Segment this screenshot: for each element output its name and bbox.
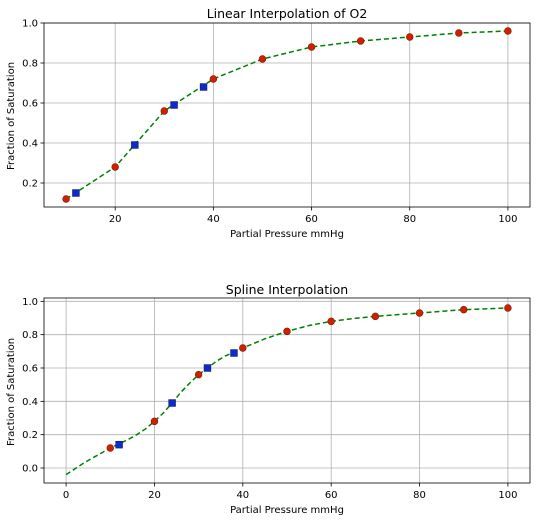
data-point — [406, 33, 414, 41]
x-axis-label: Partial Pressure mmHg — [230, 505, 344, 516]
interpolated-point — [203, 364, 212, 372]
data-point — [455, 29, 463, 37]
data-point — [106, 444, 114, 452]
data-point — [327, 317, 335, 326]
data-point — [258, 55, 267, 63]
data-point — [150, 417, 159, 426]
y-tick-label: 0.8 — [22, 59, 38, 70]
data-point — [239, 344, 247, 352]
x-axis-label: Partial Pressure mmHg — [230, 229, 344, 240]
y-tick-label: 0.2 — [22, 430, 38, 441]
y-axis-label: Fraction of Saturation — [6, 338, 17, 446]
interpolated-point — [230, 349, 238, 357]
interpolated-point — [72, 189, 80, 197]
data-point — [283, 327, 291, 336]
x-tick-label: 80 — [413, 490, 426, 501]
data-point — [307, 43, 316, 51]
y-axis-label: Fraction of Saturation — [6, 62, 17, 170]
interpolated-point — [115, 440, 123, 449]
axes-frame — [43, 297, 531, 484]
chart-linear-interpolation: Linear Interpolation of O2 Partial Press… — [6, 6, 531, 240]
axes-frame — [43, 22, 531, 208]
y-tick-label: 0.8 — [22, 330, 38, 341]
y-tick-label: 0.0 — [22, 464, 38, 475]
interpolated-point — [131, 141, 139, 149]
data-point — [504, 27, 512, 35]
data-point — [62, 195, 70, 203]
x-tick-label: 40 — [236, 490, 249, 501]
data-point — [160, 107, 168, 115]
interpolated-point — [168, 399, 176, 407]
y-tick-label: 1.0 — [22, 297, 38, 308]
x-tick-label: 100 — [498, 490, 517, 501]
data-point — [371, 312, 380, 321]
x-tick-label: 20 — [109, 214, 122, 225]
y-tick-label: 0.4 — [22, 397, 38, 408]
data-point — [209, 75, 218, 83]
x-tick-label: 80 — [403, 214, 416, 225]
data-point — [194, 370, 203, 379]
x-tick-label: 0 — [63, 490, 69, 501]
chart-title: Spline Interpolation — [226, 282, 348, 297]
chart-title: Linear Interpolation of O2 — [207, 6, 368, 21]
data-point — [460, 305, 468, 314]
interpolated-point — [199, 83, 208, 91]
interpolation-curve — [65, 30, 508, 200]
data-point — [504, 304, 512, 312]
data-point — [111, 163, 119, 171]
y-tick-label: 0.4 — [22, 139, 38, 150]
x-tick-label: 40 — [207, 214, 220, 225]
y-tick-label: 0.6 — [22, 364, 38, 375]
data-point — [415, 309, 424, 317]
x-tick-label: 60 — [325, 490, 338, 501]
x-tick-label: 20 — [148, 490, 161, 501]
y-tick-label: 0.2 — [22, 179, 38, 190]
x-tick-label: 100 — [498, 214, 517, 225]
interpolated-point — [170, 101, 178, 109]
chart-spline-interpolation: Spline Interpolation Partial Pressure mm… — [6, 282, 531, 516]
y-tick-label: 0.6 — [22, 99, 38, 110]
y-tick-label: 1.0 — [22, 19, 38, 30]
data-point — [356, 37, 365, 45]
x-tick-label: 60 — [305, 214, 318, 225]
